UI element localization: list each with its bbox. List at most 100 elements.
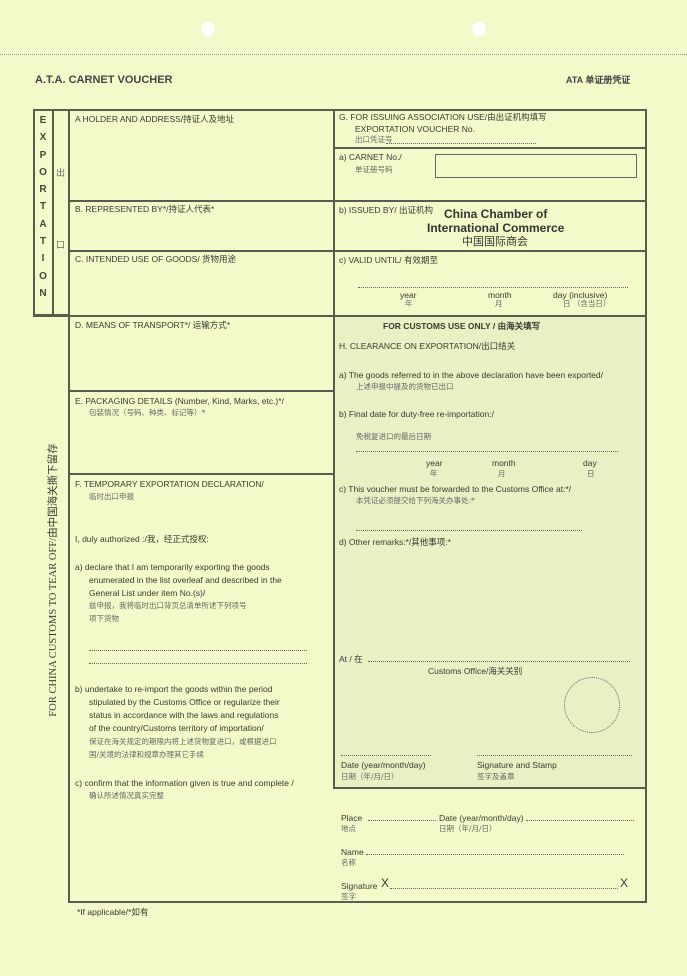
form-frame: [68, 109, 647, 903]
reimport-text-4: of the country/Customs territory of impo…: [89, 723, 264, 733]
issuer-name-1: China Chamber of: [444, 207, 548, 221]
forward-office-field[interactable]: [356, 530, 582, 531]
punch-hole: [201, 22, 215, 36]
customs-signature-field[interactable]: [477, 755, 632, 756]
exported-text-cn: 上述申报中提及的货物已出口: [356, 382, 454, 391]
signature-field[interactable]: [390, 888, 618, 889]
declare-text-cn-1: 兹申报，我将临时出口背页总清单所述下列项号: [89, 601, 247, 610]
represented-by-label: B. REPRESENTED BY*/持证人代表*: [75, 204, 215, 214]
means-of-transport-label: D. MEANS OF TRANSPORT*/ 运输方式*: [75, 320, 231, 330]
valid-year-label-cn: 年: [405, 299, 413, 308]
customs-office-field[interactable]: [368, 661, 630, 662]
customs-date-label-cn: 日期（年/月/日）: [341, 772, 399, 781]
valid-month-label-cn: 月: [495, 299, 503, 308]
customs-office-label: Customs Office/海关关别: [428, 666, 523, 676]
packaging-details-label-cn: 包装情况（号码、种类、标记等）*: [89, 408, 206, 417]
place-label-cn: 地点: [341, 824, 356, 833]
holder-address-field[interactable]: [70, 128, 332, 198]
place-field[interactable]: [368, 820, 436, 821]
confirm-text: c) confirm that the information given is…: [75, 778, 294, 788]
customs-date-field[interactable]: [341, 755, 431, 756]
declare-text-1: a) declare that I am temporarily exporti…: [75, 562, 270, 572]
signature-label-cn: 签字: [341, 892, 356, 901]
declaration-label: F. TEMPORARY EXPORTATION DECLARATION/: [75, 479, 264, 489]
voucher-no-label-cn: 出口凭证号: [355, 135, 393, 144]
voucher-no-label: EXPORTATION VOUCHER No.: [355, 124, 475, 134]
carnet-no-label: a) CARNET No./: [339, 152, 402, 162]
final-month-label: month: [492, 458, 516, 468]
date-label-cn: 日期（年/月/日）: [439, 824, 497, 833]
carnet-no-label-cn: 单证册号码: [355, 165, 393, 174]
at-label: At / 在: [339, 654, 363, 664]
other-remarks-label: d) Other remarks:*/其他事项:*: [339, 537, 451, 547]
valid-day-label-cn: 日 （含当日）: [563, 299, 611, 308]
confirm-text-cn: 确认所述情况真实完整: [89, 791, 164, 800]
item-numbers-line-1[interactable]: [89, 650, 307, 651]
reimport-text-1: b) undertake to re-import the goods with…: [75, 684, 273, 694]
issued-by-label: b) ISSUED BY/ 出证机构: [339, 205, 433, 215]
carnet-no-field[interactable]: [435, 154, 637, 178]
duly-authorized-text: I, duly authorized :/我，经正式授权:: [75, 534, 209, 544]
declare-text-cn-2: 项下货物: [89, 614, 119, 623]
final-date-label: b) Final date for duty-free re-importati…: [339, 409, 494, 419]
forward-office-text-cn: 本凭证必须提交给下列海关办事处:*: [356, 496, 475, 505]
intended-use-label: C. INTENDED USE OF GOODS/ 货物用途: [75, 254, 237, 264]
final-date-field[interactable]: [356, 451, 618, 452]
signature-label: Signature: [341, 881, 378, 891]
final-date-label-cn: 免税复进口的最后日期: [356, 432, 431, 441]
holder-address-label: A HOLDER AND ADDRESS/持证人及地址: [75, 114, 235, 124]
represented-by-field[interactable]: [70, 218, 332, 248]
final-day-label-cn: 日: [587, 469, 595, 478]
signature-stamp-label-cn: 签字及盖章: [477, 772, 515, 781]
reimport-text-2: stipulated by the Customs Office or regu…: [89, 697, 280, 707]
valid-day-label: day (inclusive): [553, 290, 608, 300]
valid-until-field[interactable]: [358, 287, 628, 288]
declare-text-2: enumerated in the list overleaf and desc…: [89, 575, 282, 585]
punch-hole: [472, 22, 486, 36]
packaging-details-label: E. PACKAGING DETAILS (Number, Kind, Mark…: [75, 396, 284, 406]
valid-month-label: month: [488, 290, 512, 300]
clearance-label: H. CLEARANCE ON EXPORTATION/出口结关: [339, 341, 516, 351]
date-field[interactable]: [526, 820, 634, 821]
final-year-label: year: [426, 458, 443, 468]
footnote: *If applicable/*如有: [77, 907, 149, 917]
signature-x-start: X: [381, 876, 390, 890]
page-title: A.T.A. CARNET VOUCHER: [35, 74, 173, 86]
customs-use-only-heading: FOR CUSTOMS USE ONLY / 由海关填写: [383, 321, 541, 331]
name-label-cn: 名称: [341, 858, 356, 867]
final-month-label-cn: 月: [498, 469, 506, 478]
stamp-circle: [564, 677, 620, 733]
issuing-association-label: G. FOR ISSUING ASSOCIATION USE/由出证机构填写: [339, 112, 547, 122]
packaging-details-field[interactable]: [70, 422, 332, 471]
reimport-text-3: status in accordance with the laws and r…: [89, 710, 279, 720]
reimport-text-cn-1: 保证在海关规定的期限内将上述货物复进口，或根据进口: [89, 737, 277, 746]
declaration-label-cn: 临时出口申报: [89, 492, 134, 501]
declare-text-3: General List under item No.(s)/: [89, 588, 206, 598]
place-label: Place: [341, 813, 363, 823]
final-year-label-cn: 年: [430, 469, 438, 478]
other-remarks-field[interactable]: [356, 550, 636, 645]
reimport-text-cn-2: 国/关境的法律和规章办理其它手续: [89, 750, 205, 759]
intended-use-field[interactable]: [70, 268, 332, 313]
page-title-cn: ATA 单证册凭证: [566, 75, 631, 85]
means-of-transport-field[interactable]: [70, 334, 332, 388]
tear-off-label: FOR CHINA CUSTOMS TO TEAR OFF/由中国海关撕下留存: [48, 443, 59, 717]
signature-x-end: X: [620, 876, 629, 890]
final-day-label: day: [583, 458, 597, 468]
export-cn-1: 出: [56, 169, 66, 179]
issuer-name-cn: 中国国际商会: [462, 235, 528, 248]
voucher-no-field[interactable]: [386, 143, 536, 144]
date-label: Date (year/month/day): [439, 813, 524, 823]
name-field[interactable]: [366, 854, 624, 855]
exported-text: a) The goods referred to in the above de…: [339, 370, 603, 380]
forward-office-text: c) This voucher must be forwarded to the…: [339, 484, 572, 494]
issuer-name-2: International Commerce: [427, 221, 565, 235]
name-label: Name: [341, 847, 364, 857]
perforation-line: [0, 54, 687, 55]
valid-year-label: year: [400, 290, 417, 300]
valid-until-label: c) VALID UNTIL/ 有效期至: [339, 255, 439, 265]
export-cn-2: 口: [56, 241, 66, 251]
item-numbers-line-2[interactable]: [89, 663, 307, 664]
